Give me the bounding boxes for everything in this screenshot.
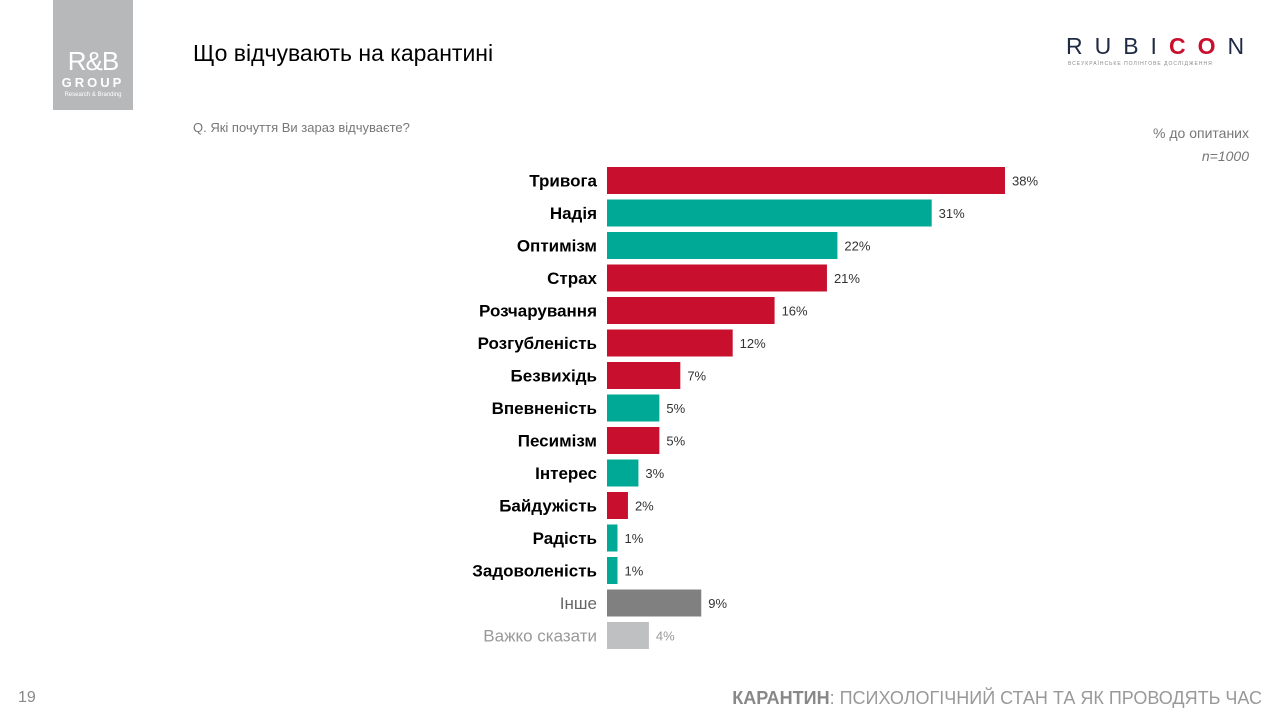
page-number: 19 [18, 689, 36, 706]
category-label: Песимізм [518, 432, 597, 451]
bar-10 [607, 492, 628, 519]
sample-size: n=1000 [1201, 148, 1249, 164]
footer-rest: : ПСИХОЛОГІЧНИЙ СТАН ТА ЯК ПРОВОДЯТЬ ЧАС [829, 688, 1262, 708]
value-label: 31% [939, 206, 965, 221]
value-label: 9% [708, 596, 727, 611]
rubicon-tagline: ВСЕУКРАЇНСЬКЕ ПОЛІНГОВЕ ДОСЛІДЖЕННЯ [1068, 61, 1213, 67]
bar-7 [607, 394, 660, 422]
bar-2 [607, 232, 838, 259]
value-label: 12% [740, 336, 766, 351]
category-label: Інтерес [535, 464, 597, 483]
category-label: Оптимізм [517, 237, 597, 256]
unit-label: % до опитаних [1153, 125, 1249, 141]
footer-bold: КАРАНТИН [732, 688, 830, 708]
logo-text: CO [1168, 33, 1228, 59]
category-label: Безвихідь [511, 367, 597, 386]
logo-text: RUBI [1066, 33, 1169, 59]
value-label: 22% [844, 239, 870, 254]
page-title: Що відчувають на карантині [193, 40, 494, 66]
value-label: 1% [624, 531, 643, 546]
category-label: Страх [547, 269, 597, 288]
category-label: Задоволеність [472, 562, 597, 581]
logo-text: Research & Branding [64, 92, 122, 98]
logo-text: GROUP [61, 75, 125, 90]
category-label: Інше [560, 594, 597, 613]
category-label: Надія [550, 204, 597, 223]
value-label: 1% [624, 564, 643, 579]
category-label: Важко сказати [483, 627, 597, 646]
bar-13 [607, 589, 702, 617]
category-label: Розгубленість [478, 334, 597, 353]
value-label: 7% [687, 369, 706, 384]
bar-5 [607, 329, 733, 357]
logo-text: N [1227, 33, 1257, 59]
bar-12 [607, 557, 618, 584]
category-label: Розчарування [479, 302, 597, 321]
bar-14 [607, 622, 649, 649]
value-label: 3% [645, 466, 664, 481]
value-label: 38% [1012, 174, 1038, 189]
bar-1 [607, 199, 932, 227]
category-label: Байдужість [499, 497, 597, 516]
bar-6 [607, 362, 681, 389]
bar-0 [607, 167, 1005, 194]
category-label: Тривога [529, 172, 597, 191]
category-label: Впевненість [492, 399, 597, 418]
question-text: Q. Які почуття Ви зараз відчуваєте? [193, 120, 410, 135]
rubicon-logo: RUBICON [1066, 33, 1256, 60]
bar-3 [607, 264, 827, 292]
logo-text: R&B [67, 46, 119, 76]
bar-11 [607, 524, 618, 552]
value-label: 5% [666, 434, 685, 449]
value-label: 2% [635, 499, 654, 514]
bar-9 [607, 459, 639, 487]
value-label: 4% [656, 629, 675, 644]
value-label: 5% [666, 401, 685, 416]
footer-title: КАРАНТИН: ПСИХОЛОГІЧНИЙ СТАН ТА ЯК ПРОВО… [732, 688, 1262, 709]
category-label: Радість [533, 529, 597, 548]
rb-group-logo: R&B GROUP Research & Branding [53, 0, 133, 110]
bar-4 [607, 297, 775, 324]
bar-8 [607, 427, 660, 454]
value-label: 16% [782, 304, 808, 319]
value-label: 21% [834, 271, 860, 286]
